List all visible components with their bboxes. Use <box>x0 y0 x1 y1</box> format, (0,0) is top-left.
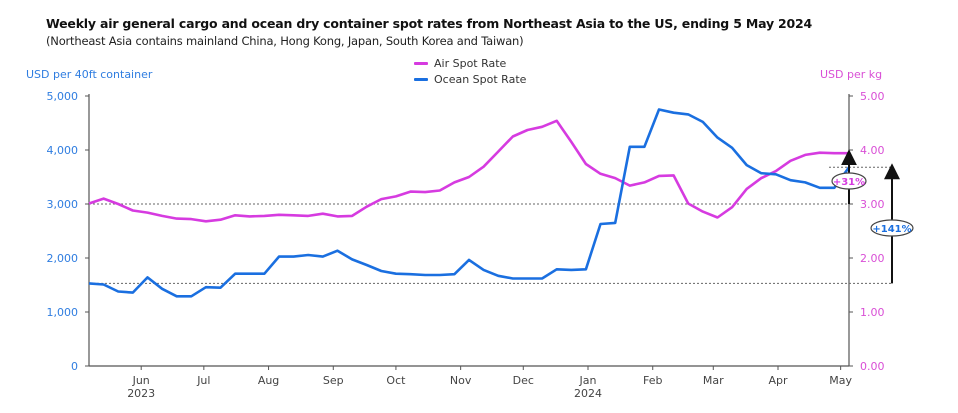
x-tick-label: Jun <box>132 374 150 387</box>
left-y-tick-label: 5,000 <box>47 90 79 103</box>
x-tick-label: Dec <box>513 374 534 387</box>
x-tick-label: Jul <box>196 374 210 387</box>
annotation-label: +141% <box>872 224 911 235</box>
right-y-tick-label: 3.00 <box>860 198 885 211</box>
series-line-air <box>88 119 849 223</box>
right-y-tick-label: 2.00 <box>860 252 885 265</box>
right-y-tick-label: 5.00 <box>860 90 885 103</box>
annotation-label: +31% <box>833 177 865 188</box>
legend-swatch-ocean <box>414 77 428 81</box>
x-tick-label: Apr <box>768 374 788 387</box>
legend: Air Spot Rate Ocean Spot Rate <box>414 55 526 87</box>
x-tick-label: May <box>829 374 852 387</box>
x-tick-label: Mar <box>703 374 724 387</box>
left-y-tick-label: 3,000 <box>47 198 79 211</box>
left-y-tick-label: 1,000 <box>47 306 79 319</box>
x-tick-label: Feb <box>643 374 662 387</box>
left-y-tick-label: 0 <box>71 360 78 373</box>
series-line-ocean <box>88 108 851 298</box>
legend-label-air: Air Spot Rate <box>434 56 507 70</box>
legend-item-ocean: Ocean Spot Rate <box>414 71 526 87</box>
x-tick-label: Nov <box>450 374 472 387</box>
x-tick-label: Jan <box>579 374 597 387</box>
annotation-badge <box>870 219 914 237</box>
x-tick-label: Sep <box>323 374 344 387</box>
left-axis-title: USD per 40ft container <box>26 68 153 81</box>
x-tick-label: Aug <box>258 374 279 387</box>
left-y-tick-label: 4,000 <box>47 144 79 157</box>
x-tick-sublabel: 2023 <box>127 387 155 400</box>
chart-title: Weekly air general cargo and ocean dry c… <box>46 16 813 31</box>
legend-swatch-air <box>414 61 428 65</box>
right-y-tick-label: 4.00 <box>860 144 885 157</box>
annotation-badge <box>831 172 867 190</box>
x-tick-sublabel: 2024 <box>574 387 602 400</box>
left-y-tick-label: 2,000 <box>47 252 79 265</box>
legend-item-air: Air Spot Rate <box>414 55 526 71</box>
x-tick-label: Oct <box>386 374 406 387</box>
right-y-tick-label: 1.00 <box>860 306 885 319</box>
chart-subtitle: (Northeast Asia contains mainland China,… <box>46 34 524 48</box>
right-y-tick-label: 0.00 <box>860 360 885 373</box>
right-axis-title: USD per kg <box>820 68 883 81</box>
legend-label-ocean: Ocean Spot Rate <box>434 72 527 86</box>
